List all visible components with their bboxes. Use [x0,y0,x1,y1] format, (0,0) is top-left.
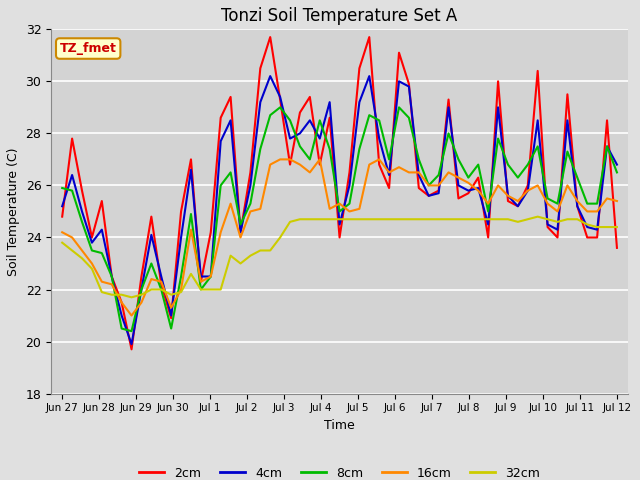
X-axis label: Time: Time [324,419,355,432]
Text: TZ_fmet: TZ_fmet [60,42,116,55]
Legend: 2cm, 4cm, 8cm, 16cm, 32cm: 2cm, 4cm, 8cm, 16cm, 32cm [134,462,545,480]
Title: Tonzi Soil Temperature Set A: Tonzi Soil Temperature Set A [221,7,458,25]
Y-axis label: Soil Temperature (C): Soil Temperature (C) [7,147,20,276]
